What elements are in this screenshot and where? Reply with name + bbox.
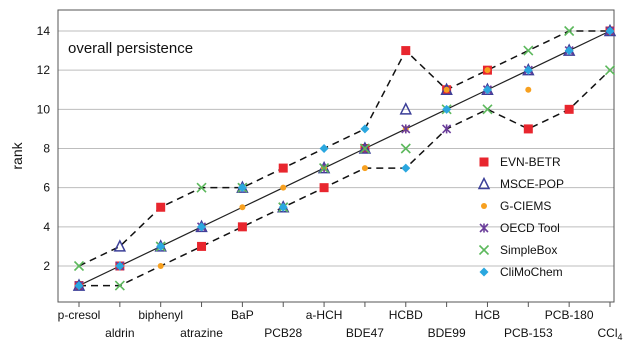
legend-label: CliMoChem bbox=[500, 265, 563, 279]
x-tick-label: aldrin bbox=[105, 326, 134, 340]
x-tick-label: HCB bbox=[475, 308, 500, 322]
y-tick-label: 12 bbox=[37, 63, 51, 77]
y-tick-label: 8 bbox=[43, 142, 50, 156]
legend-item: MSCE-POP bbox=[477, 176, 564, 191]
data-point bbox=[401, 163, 411, 173]
data-point bbox=[196, 182, 207, 193]
data-point bbox=[482, 104, 493, 115]
plot-frame bbox=[57, 9, 615, 303]
data-point bbox=[523, 65, 533, 75]
legend: EVN-BETR MSCE-POP G-CIEMS OECD Tool SimpleBo… bbox=[477, 155, 564, 279]
x-tick-label: PCB-153 bbox=[504, 326, 553, 340]
x-tick-label: atrazine bbox=[180, 326, 223, 340]
data-point bbox=[399, 102, 412, 115]
data-point bbox=[239, 204, 246, 211]
x-tick-label: PCB28 bbox=[264, 326, 302, 340]
axes bbox=[57, 9, 615, 307]
data-point bbox=[319, 144, 329, 153]
data-point bbox=[157, 263, 164, 269]
data-point bbox=[564, 25, 575, 37]
y-axis-label: rank bbox=[9, 141, 25, 169]
gridlines bbox=[58, 30, 614, 267]
data-point bbox=[442, 124, 452, 134]
x-tick-label: PCB-180 bbox=[545, 308, 594, 322]
legend-item: SimpleBox bbox=[478, 243, 557, 257]
data-point bbox=[401, 124, 411, 134]
y-tick-label: 2 bbox=[43, 259, 50, 273]
data-point bbox=[523, 124, 533, 134]
data-point bbox=[278, 163, 288, 173]
data-point bbox=[443, 86, 450, 93]
data-point bbox=[278, 202, 288, 212]
data-point bbox=[401, 46, 411, 56]
data-point bbox=[113, 239, 127, 252]
data-point bbox=[564, 46, 574, 56]
chart-title: overall persistence bbox=[68, 40, 193, 57]
legend-marker bbox=[479, 157, 489, 167]
legend-item: CliMoChem bbox=[479, 265, 563, 279]
legend-item: EVN-BETR bbox=[479, 155, 561, 169]
data-point bbox=[484, 67, 491, 74]
data-point bbox=[237, 222, 247, 232]
data-point bbox=[605, 26, 615, 36]
legend-marker bbox=[479, 267, 489, 277]
x-tick-label: BaP bbox=[231, 308, 254, 322]
reference-lines bbox=[78, 30, 611, 287]
x-tick-label: HCBD bbox=[389, 308, 423, 322]
x-tick-label: a-HCH bbox=[306, 308, 343, 322]
data-point bbox=[359, 143, 370, 154]
legend-label: G-CIEMS bbox=[500, 199, 551, 213]
rank-diagonal-line bbox=[78, 30, 611, 287]
axis-labels: 2 4 6 8 10 12 14 p-cresol aldrin biphenyl atrazine… bbox=[37, 24, 623, 342]
data-point bbox=[197, 222, 207, 232]
upper-envelope-line bbox=[78, 30, 610, 267]
legend-marker bbox=[481, 203, 487, 209]
legend-label: OECD Tool bbox=[500, 221, 560, 235]
legend-marker bbox=[478, 244, 490, 256]
y-tick-label: 14 bbox=[37, 24, 51, 38]
data-point bbox=[442, 104, 452, 114]
legend-marker bbox=[479, 223, 489, 233]
data-point bbox=[237, 183, 247, 193]
legend-marker bbox=[477, 176, 491, 190]
y-tick-label: 10 bbox=[37, 102, 51, 116]
series-climochem bbox=[74, 26, 615, 291]
y-tick-label: 6 bbox=[43, 181, 50, 195]
x-tick-label: CCl4 bbox=[597, 326, 622, 342]
data-point bbox=[197, 241, 207, 251]
data-point bbox=[604, 65, 616, 76]
x-tick-label: biphenyl bbox=[138, 308, 183, 322]
data-point bbox=[360, 124, 370, 134]
data-point bbox=[525, 86, 532, 93]
x-tick-label: p-cresol bbox=[58, 308, 101, 322]
data-point bbox=[74, 281, 84, 291]
data-point bbox=[156, 202, 166, 212]
x-tick-label: BDE99 bbox=[428, 326, 466, 340]
legend-label: SimpleBox bbox=[500, 243, 557, 257]
legend-label: MSCE-POP bbox=[500, 177, 564, 191]
data-point bbox=[156, 241, 166, 251]
data-point bbox=[280, 184, 287, 191]
legend-item: OECD Tool bbox=[479, 221, 560, 235]
legend-item: G-CIEMS bbox=[481, 199, 551, 213]
data-point bbox=[482, 85, 492, 95]
data-point bbox=[564, 104, 574, 114]
x-tick-label: BDE47 bbox=[346, 326, 384, 340]
data-point bbox=[400, 143, 411, 154]
lower-envelope-line bbox=[79, 69, 611, 287]
data-point bbox=[319, 163, 330, 174]
y-tick-label: 4 bbox=[43, 220, 50, 234]
data-points bbox=[72, 23, 617, 291]
data-point bbox=[73, 260, 85, 272]
legend-label: EVN-BETR bbox=[500, 155, 561, 169]
data-point bbox=[319, 183, 329, 193]
data-point bbox=[114, 280, 125, 291]
data-point bbox=[115, 261, 125, 271]
data-point bbox=[361, 165, 368, 172]
data-point bbox=[523, 45, 534, 56]
